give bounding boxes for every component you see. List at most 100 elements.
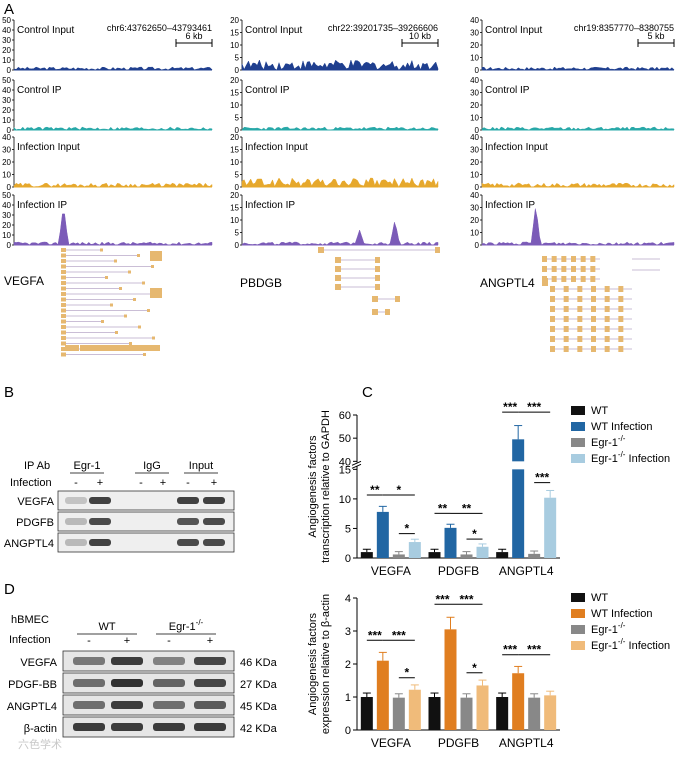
track-coordinates: chr19:8357770–8380755 [574,23,674,33]
track-y-tick-label: 40 [470,76,479,85]
track-y-tick-label: 20 [2,106,11,115]
track-y-tick-label: 40 [2,201,11,210]
track-y-tick-label: 20 [230,133,239,142]
exon [604,286,610,292]
exon [577,296,583,302]
blot-row-label: VEGFA [20,657,57,669]
exon [435,247,440,253]
blot-row-label: PDGF-BB [8,679,57,691]
exon [335,266,341,272]
track-y-tick-label: 20 [2,221,11,230]
significance-label: *** [503,643,517,657]
exon [561,266,567,272]
exon [542,256,547,262]
track-signal [13,182,213,188]
track-y-tick-label: 0 [7,183,12,192]
exon [137,254,140,257]
legend-label: Egr-1-/- [591,621,626,636]
track-label: Infection Input [245,142,308,153]
exon [577,346,583,352]
gel-row-label: PDGFB [16,517,54,529]
panel-d-bar-chart: 0 1 2 3 4 Angiogenesis factors expression rela… [307,592,670,750]
gene-label: PBDGB [240,276,282,290]
track-y-tick-label: 0 [475,126,480,135]
gel-band [65,539,87,546]
track-y-tick-label: 20 [470,158,479,167]
exon [395,296,400,302]
gel-band [89,497,111,504]
legend-label: Egr-1-/- Infection [591,450,670,465]
track-label: Control Input [17,25,74,36]
track-y-tick-label: 30 [2,146,11,155]
exon [618,336,624,342]
bar-pdgfb-series-3 [476,546,489,558]
exon [375,257,380,263]
track-y-tick-label: 40 [470,191,479,200]
blot-band [73,701,105,709]
exon [61,308,66,313]
exon [65,345,79,351]
panel-letter-c: C [362,384,373,401]
track-signal [481,208,675,246]
exon [372,296,378,302]
exon [61,347,66,351]
bar-pdgfb-series-3 [476,685,489,730]
gel-band [89,518,111,525]
significance-label: *** [459,592,473,606]
track-y-tick-label: 0 [235,183,240,192]
bar-vegfa-series-3 [408,689,421,730]
exon [591,286,596,292]
exon [604,346,610,352]
exon [577,286,583,292]
x-tick-label: VEGFA [371,564,411,578]
bar-vegfa-series-2 [392,697,405,730]
gene-label: VEGFA [4,274,44,288]
track-y-tick-label: 30 [2,211,11,220]
track-signal [13,66,213,71]
blot-band [111,679,143,687]
track-y-tick-label: 30 [470,89,479,98]
blot-band [194,701,226,709]
exon [61,330,66,335]
track-y-tick-label: 0 [475,241,480,250]
watermark: 六色学术 [18,737,62,751]
ip-group-label: Input [189,460,213,472]
ip-group-label: IgG [143,460,161,472]
exon [335,284,341,290]
y-tick-label: 3 [345,626,351,638]
track-y-tick-label: 30 [2,36,11,45]
track-signal [13,213,213,246]
gel-band [203,518,225,525]
track-y-tick-label: 0 [235,66,240,75]
significance-label: * [472,527,477,541]
exon [110,303,113,307]
blot-band [153,723,185,731]
exon [375,284,380,290]
bar-vegfa-series-2 [392,554,405,558]
molecular-weight-label: 45 KDa [240,701,278,713]
track-y-tick-label: 40 [470,133,479,142]
blot-band [73,657,105,665]
y-tick-label: 4 [345,593,351,605]
blot-band [111,657,143,665]
molecular-weight-label: 27 KDa [240,679,278,691]
exon [550,286,555,292]
legend-label-suffix: Infection [625,640,670,652]
scale-bar-label: 6 kb [185,31,202,41]
lane-sign: + [97,477,103,489]
blot-band [153,679,185,687]
gel-band [177,497,199,504]
lane-sign: + [207,635,213,647]
bar-angptl4-series-0 [496,552,509,558]
y-tick-label: 60 [339,410,351,422]
blot-strip [62,672,235,694]
track-coordinates: chr6:43762650–43793461 [107,23,212,33]
blot-group-label: Egr-1-/- [169,618,204,633]
significance-label: *** [435,592,449,606]
legend-swatch [571,641,585,650]
track-y-tick-label: 10 [2,116,11,125]
exon [61,286,66,291]
exon [61,341,66,346]
lane-sign: + [211,477,217,489]
